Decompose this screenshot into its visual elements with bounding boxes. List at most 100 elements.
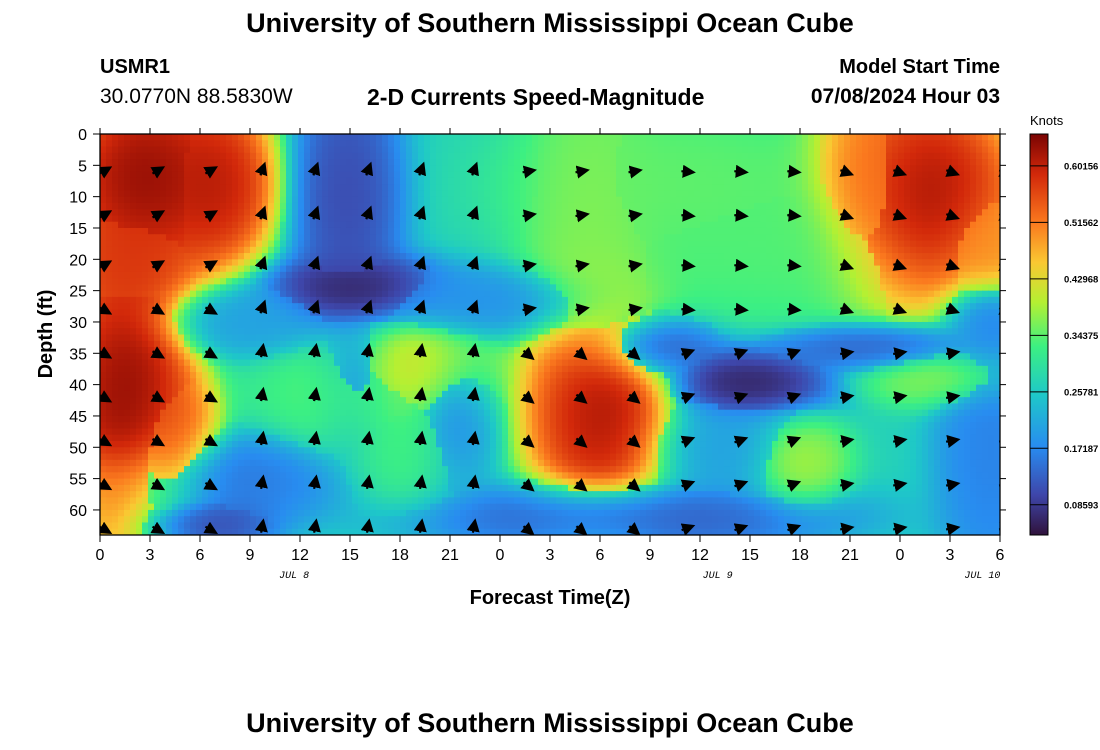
heatmap-cell [238, 134, 245, 141]
heatmap-cell [964, 134, 971, 141]
heatmap-cell [490, 259, 497, 267]
heatmap-cell [142, 321, 149, 329]
heatmap-cell [856, 177, 863, 185]
heatmap-cell [400, 234, 407, 242]
heatmap-cell [598, 334, 605, 342]
heatmap-cell [832, 209, 839, 217]
heatmap-cell [760, 309, 767, 317]
heatmap-cell [694, 321, 701, 329]
heatmap-cell [274, 202, 281, 210]
heatmap-cell [172, 309, 179, 317]
heatmap-cell [790, 152, 797, 160]
heatmap-cell [124, 165, 131, 173]
heatmap-cell [286, 259, 293, 267]
heatmap-cell [940, 278, 947, 285]
heatmap-cell [874, 209, 881, 217]
heatmap-cell [406, 309, 413, 317]
heatmap-cell [412, 234, 419, 242]
heatmap-cell [934, 134, 941, 141]
heatmap-cell [382, 134, 389, 141]
heatmap-cell [382, 202, 389, 210]
heatmap-cell [988, 303, 995, 311]
heatmap-cell [784, 209, 791, 217]
heatmap-cell [478, 278, 485, 285]
heatmap-cell [292, 190, 299, 198]
heatmap-cell [562, 190, 569, 198]
heatmap-cell [862, 196, 869, 204]
heatmap-cell [358, 146, 365, 154]
heatmap-cell [676, 296, 683, 304]
heatmap-cell [676, 271, 683, 279]
heatmap-cell [598, 171, 605, 179]
heatmap-cell [460, 246, 467, 254]
heatmap-cell [772, 146, 779, 154]
heatmap-cell [520, 134, 527, 141]
heatmap-cell [316, 246, 323, 254]
heatmap-cell [148, 134, 155, 141]
heatmap-cell [316, 184, 323, 191]
heatmap-cell [466, 321, 473, 329]
heatmap-cell [394, 234, 401, 242]
heatmap-cell [178, 278, 185, 285]
heatmap-cell [340, 152, 347, 160]
heatmap-cell [376, 278, 383, 285]
heatmap-cell [190, 221, 197, 229]
heatmap-cell [550, 209, 557, 217]
heatmap-cell [496, 146, 503, 154]
heatmap-cell [592, 215, 599, 223]
heatmap-cell [832, 159, 839, 166]
heatmap-cell [454, 309, 461, 317]
heatmap-cell [736, 278, 743, 285]
heatmap-cell [100, 140, 107, 148]
heatmap-cell [622, 134, 629, 141]
heatmap-cell [868, 190, 875, 198]
heatmap-cell [526, 290, 533, 298]
heatmap-cell [850, 146, 857, 154]
heatmap-cell [376, 134, 383, 141]
heatmap-cell [346, 278, 353, 285]
heatmap-cell [796, 253, 803, 260]
heatmap-cell [460, 140, 467, 148]
heatmap-cell [412, 177, 419, 185]
heatmap-cell [922, 290, 929, 298]
heatmap-cell [100, 240, 107, 248]
heatmap-cell [616, 227, 623, 235]
heatmap-cell [802, 265, 809, 273]
heatmap-cell [784, 184, 791, 191]
heatmap-cell [226, 240, 233, 248]
heatmap-cell [334, 171, 341, 179]
heatmap-cell [358, 321, 365, 329]
heatmap-cell [604, 215, 611, 223]
heatmap-cell [922, 334, 929, 342]
heatmap-cell [964, 284, 971, 292]
heatmap-cell [232, 278, 239, 285]
heatmap-cell [808, 190, 815, 198]
heatmap-cell [454, 253, 461, 260]
heatmap-cell [646, 209, 653, 217]
heatmap-cell [448, 246, 455, 254]
heatmap-cell [130, 265, 137, 273]
heatmap-cell [568, 259, 575, 267]
heatmap-cell [730, 227, 737, 235]
heatmap-cell [766, 184, 773, 191]
heatmap-cell [472, 240, 479, 248]
heatmap-cell [340, 165, 347, 173]
heatmap-cell [772, 159, 779, 166]
heatmap-cell [310, 334, 317, 342]
heatmap-cell [370, 321, 377, 329]
heatmap-cell [382, 284, 389, 292]
heatmap-cell [544, 284, 551, 292]
heatmap-cell [586, 221, 593, 229]
heatmap-cell [220, 240, 227, 248]
heatmap-cell [232, 265, 239, 273]
heatmap-cell [748, 278, 755, 285]
heatmap-cell [148, 296, 155, 304]
heatmap-cell [610, 321, 617, 329]
heatmap-cell [568, 140, 575, 148]
heatmap-cell [178, 221, 185, 229]
heatmap-cell [958, 296, 965, 304]
heatmap-cell [514, 284, 521, 292]
heatmap-cell [748, 271, 755, 279]
heatmap-cell [322, 209, 329, 217]
heatmap-cell [358, 134, 365, 141]
